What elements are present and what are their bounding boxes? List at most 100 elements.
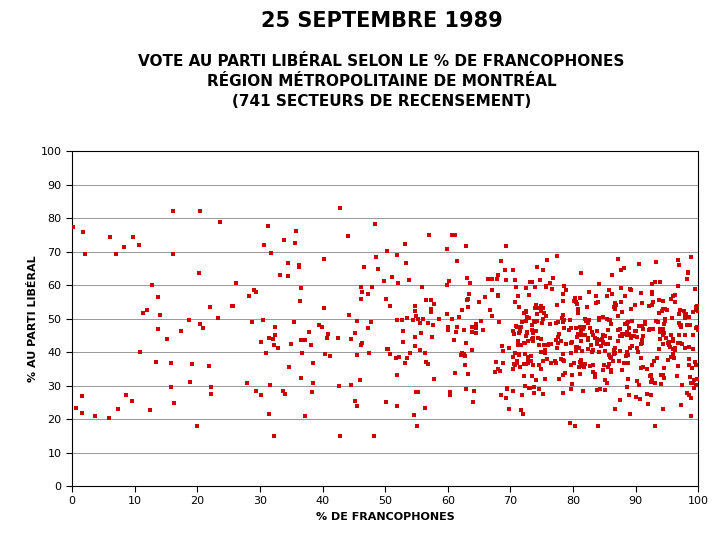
- Point: [527, 334, 539, 342]
- Point: [647, 298, 659, 306]
- Point: [623, 375, 634, 383]
- Point: [539, 375, 550, 383]
- Point: [520, 308, 531, 316]
- Point: [666, 314, 678, 322]
- Point: [521, 307, 532, 315]
- Point: [615, 266, 626, 274]
- Point: [603, 350, 615, 359]
- Point: [631, 327, 642, 335]
- Point: [539, 349, 550, 357]
- Point: [536, 302, 547, 310]
- Point: [582, 303, 593, 312]
- Point: [351, 350, 362, 359]
- Point: [662, 339, 674, 348]
- Point: [646, 289, 657, 298]
- Point: [161, 334, 173, 343]
- Point: [76, 409, 88, 417]
- Point: [397, 338, 408, 346]
- Point: [212, 314, 223, 323]
- Point: [599, 332, 611, 340]
- Point: [384, 302, 396, 311]
- Point: [416, 282, 428, 291]
- Point: [645, 391, 657, 400]
- Point: [573, 363, 585, 372]
- Point: [667, 345, 679, 354]
- Point: [464, 278, 476, 287]
- Point: [654, 328, 666, 336]
- Point: [355, 375, 366, 384]
- Point: [592, 338, 603, 347]
- Point: [667, 292, 678, 300]
- Point: [558, 389, 570, 397]
- Point: [482, 275, 493, 284]
- Point: [644, 302, 655, 310]
- Point: [623, 390, 634, 399]
- Point: [422, 319, 433, 327]
- Point: [654, 278, 666, 286]
- Point: [563, 326, 575, 335]
- Point: [425, 296, 436, 305]
- Point: [647, 325, 659, 333]
- Point: [660, 333, 672, 342]
- Point: [603, 360, 615, 369]
- Point: [454, 312, 465, 321]
- Point: [687, 308, 698, 317]
- Point: [627, 332, 639, 341]
- Point: [645, 370, 657, 379]
- Point: [590, 299, 602, 307]
- Point: [552, 333, 564, 342]
- Point: [491, 275, 503, 284]
- Point: [530, 376, 541, 384]
- Point: [371, 253, 382, 261]
- Point: [572, 305, 584, 313]
- Point: [519, 350, 531, 359]
- Point: [688, 375, 699, 384]
- Point: [362, 289, 374, 298]
- Point: [560, 339, 572, 348]
- Point: [90, 411, 102, 420]
- Point: [683, 354, 695, 363]
- Point: [522, 353, 534, 361]
- Point: [636, 321, 648, 330]
- Point: [343, 232, 354, 240]
- Point: [575, 328, 587, 337]
- Point: [683, 268, 694, 277]
- Point: [680, 310, 691, 319]
- Point: [657, 305, 668, 313]
- Point: [248, 286, 259, 294]
- Point: [526, 357, 537, 366]
- Point: [512, 323, 523, 332]
- Point: [672, 281, 684, 290]
- Point: [567, 338, 578, 347]
- Point: [691, 302, 703, 310]
- Point: [551, 251, 562, 260]
- Point: [683, 343, 695, 352]
- Point: [606, 353, 617, 362]
- Point: [397, 315, 408, 324]
- Point: [613, 312, 624, 320]
- Point: [614, 396, 626, 404]
- Point: [272, 344, 284, 353]
- Point: [653, 345, 665, 354]
- Point: [521, 360, 532, 368]
- Point: [590, 292, 602, 300]
- Point: [691, 322, 703, 331]
- Point: [402, 314, 413, 322]
- Point: [382, 345, 394, 353]
- Point: [615, 325, 626, 333]
- Point: [449, 231, 461, 239]
- Point: [575, 294, 586, 302]
- Point: [630, 393, 642, 401]
- Point: [397, 327, 409, 336]
- Point: [366, 283, 377, 292]
- Point: [642, 364, 653, 373]
- Point: [575, 268, 587, 277]
- Point: [642, 399, 654, 408]
- Point: [518, 372, 529, 381]
- Point: [391, 316, 402, 325]
- Point: [657, 371, 668, 380]
- Point: [527, 328, 539, 337]
- Point: [654, 308, 665, 317]
- Point: [290, 227, 302, 236]
- Point: [610, 301, 621, 309]
